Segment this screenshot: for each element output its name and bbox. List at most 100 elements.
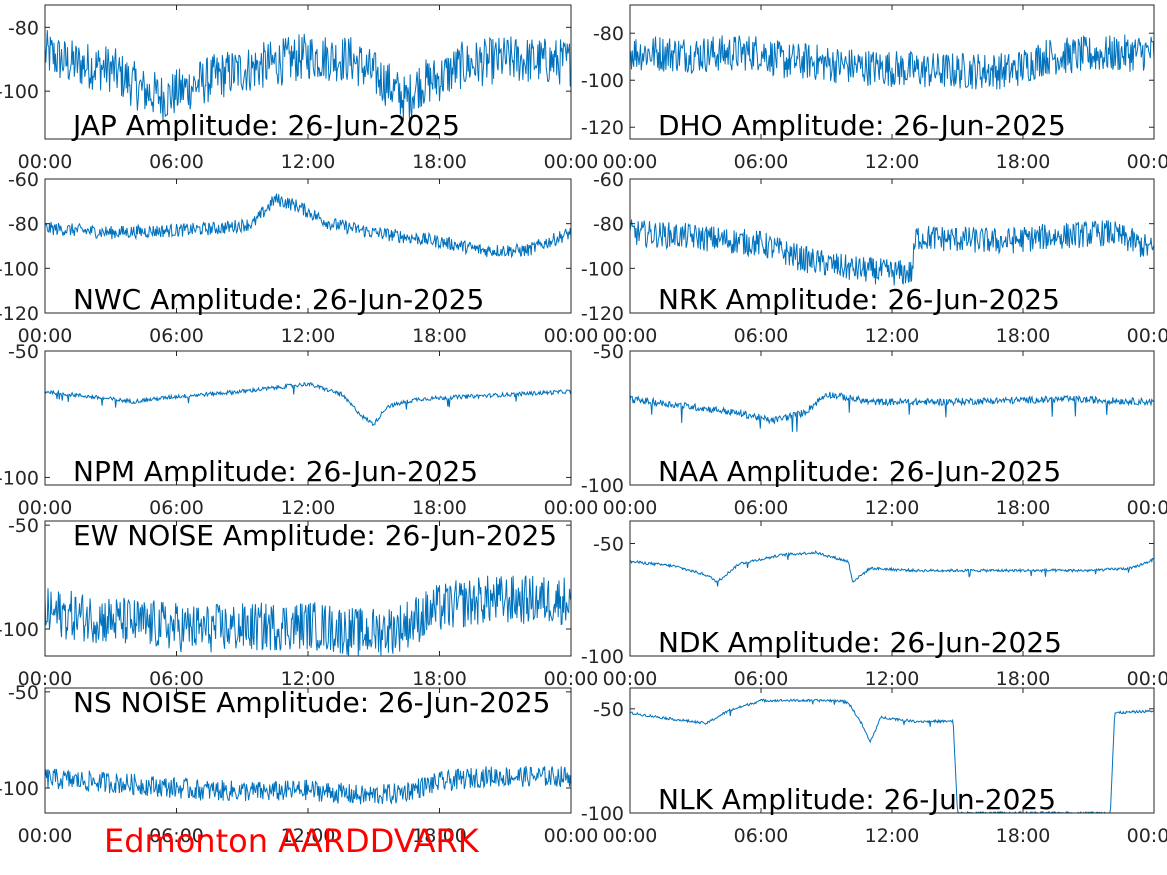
y-tick-label: -100 [581, 646, 624, 668]
x-tick-label: 18:00 [996, 325, 1051, 347]
y-tick-label: -100 [581, 70, 624, 92]
x-tick-label: 00:00 [544, 825, 599, 847]
x-tick-label: 00:00 [603, 825, 658, 847]
chart-title: EW NOISE Amplitude: 26-Jun-2025 [73, 519, 557, 552]
x-tick-label: 00:00 [1127, 825, 1167, 847]
y-tick-label: -50 [593, 699, 624, 721]
chart-title: NDK Amplitude: 26-Jun-2025 [658, 626, 1062, 659]
x-tick-label: 06:00 [734, 825, 789, 847]
x-tick-label: 18:00 [996, 825, 1051, 847]
x-tick-label: 06:00 [149, 497, 204, 519]
y-tick-label: -100 [581, 475, 624, 497]
y-tick-label: -100 [0, 258, 39, 280]
x-tick-label: 18:00 [412, 325, 467, 347]
x-tick-label: 06:00 [149, 668, 204, 690]
x-tick-label: 00:00 [1127, 497, 1167, 519]
series-line [44, 30, 572, 121]
x-tick-label: 12:00 [281, 825, 336, 847]
x-tick-label: 06:00 [149, 151, 204, 173]
x-tick-label: 00:00 [544, 668, 599, 690]
x-tick-label: 12:00 [865, 668, 920, 690]
station-label: Edmonton AARDDVARK [104, 822, 479, 860]
chart-title: NS NOISE Amplitude: 26-Jun-2025 [73, 686, 550, 719]
x-tick-label: 06:00 [734, 668, 789, 690]
x-tick-label: 18:00 [996, 668, 1051, 690]
x-tick-label: 06:00 [149, 325, 204, 347]
y-tick-label: -50 [593, 341, 624, 363]
y-tick-label: -120 [0, 303, 39, 325]
y-tick-label: -80 [8, 214, 39, 236]
series-line [44, 765, 572, 805]
chart-panel-8: 00:00 06:00 12:00 18:00 00:00 -50 -100 NDK Ampl… [581, 520, 1167, 690]
y-tick-label: -120 [581, 303, 624, 325]
x-tick-label: 12:00 [281, 325, 336, 347]
y-tick-label: -50 [8, 682, 39, 704]
x-tick-label: 18:00 [412, 151, 467, 173]
series-line [44, 575, 572, 656]
x-tick-label: 12:00 [281, 668, 336, 690]
chart-panel-5: 00:00 06:00 12:00 18:00 00:00 -50 -100 NPM Ampl… [0, 341, 598, 519]
series-line [629, 698, 1155, 814]
chart-panel-10: 00:00 06:00 12:00 18:00 00:00 -50 -100 NLK Ampl… [581, 687, 1167, 847]
series-line [629, 550, 1155, 587]
series-line [629, 391, 1155, 432]
x-tick-label: 12:00 [281, 497, 336, 519]
x-tick-label: 00:00 [18, 151, 73, 173]
y-tick-label: -80 [593, 23, 624, 45]
x-tick-label: 00:00 [18, 497, 73, 519]
y-tick-label: -50 [8, 515, 39, 537]
x-tick-label: 12:00 [281, 151, 336, 173]
series-line [44, 193, 572, 259]
y-tick-label: -120 [581, 117, 624, 139]
y-tick-label: -80 [593, 214, 624, 236]
x-tick-label: 00:00 [544, 497, 599, 519]
x-tick-label: 12:00 [865, 497, 920, 519]
chart-title: NLK Amplitude: 26-Jun-2025 [658, 783, 1056, 816]
series-line [44, 381, 572, 426]
chart-title: NWC Amplitude: 26-Jun-2025 [73, 283, 484, 316]
chart-panel-4: 00:00 06:00 12:00 18:00 00:00 -60 -80 -100 -120 N… [581, 169, 1167, 347]
x-tick-label: 00:00 [544, 325, 599, 347]
chart-panel-9: 00:00 06:00 12:00 18:00 00:00 -50 -100 NS NOISE… [0, 682, 598, 847]
x-tick-label: 18:00 [996, 151, 1051, 173]
y-tick-label: -100 [0, 81, 39, 103]
chart-panel-1: 00:00 06:00 12:00 18:00 00:00 -80 -100 JAP Ampl… [0, 4, 599, 173]
chart-title: NPM Amplitude: 26-Jun-2025 [73, 455, 478, 488]
x-tick-label: 00:00 [18, 825, 73, 847]
x-tick-label: 18:00 [412, 825, 467, 847]
chart-panel-2: 00:00 06:00 12:00 18:00 00:00 -80 -100 -120 DHO … [581, 4, 1167, 173]
x-tick-label: 00:00 [18, 668, 73, 690]
x-tick-label: 06:00 [149, 825, 204, 847]
chart-panel-3: 00:00 06:00 12:00 18:00 00:00 -60 -80 -100 -120 N… [0, 169, 598, 347]
series-line [629, 219, 1155, 286]
x-tick-label: 12:00 [865, 325, 920, 347]
x-tick-label: 06:00 [734, 497, 789, 519]
x-tick-label: 00:00 [603, 497, 658, 519]
y-tick-label: -60 [593, 169, 624, 191]
y-tick-label: -100 [0, 778, 39, 800]
x-tick-label: 00:00 [603, 668, 658, 690]
chart-title: DHO Amplitude: 26-Jun-2025 [658, 109, 1066, 142]
x-tick-label: 00:00 [1127, 668, 1167, 690]
x-tick-label: 00:00 [1127, 325, 1167, 347]
x-tick-label: 00:00 [18, 325, 73, 347]
x-tick-label: 00:00 [1127, 151, 1167, 173]
y-tick-label: -80 [8, 17, 39, 39]
x-tick-label: 00:00 [603, 325, 658, 347]
x-tick-label: 18:00 [412, 497, 467, 519]
x-tick-label: 18:00 [412, 668, 467, 690]
x-tick-label: 18:00 [996, 497, 1051, 519]
y-tick-label: -100 [0, 619, 39, 641]
x-tick-label: 00:00 [544, 151, 599, 173]
x-tick-label: 06:00 [734, 325, 789, 347]
y-tick-label: -100 [581, 803, 624, 825]
y-tick-label: -100 [581, 258, 624, 280]
chart-title: JAP Amplitude: 26-Jun-2025 [71, 109, 460, 142]
chart-panel-6: 00:00 06:00 12:00 18:00 00:00 -50 -100 NAA Ampl… [581, 341, 1167, 519]
x-tick-label: 06:00 [734, 151, 789, 173]
chart-panel-7: 00:00 06:00 12:00 18:00 00:00 -50 -100 EW NOISE… [0, 515, 598, 690]
y-tick-label: -100 [0, 467, 39, 489]
x-tick-label: 12:00 [865, 825, 920, 847]
series-line [629, 34, 1155, 90]
